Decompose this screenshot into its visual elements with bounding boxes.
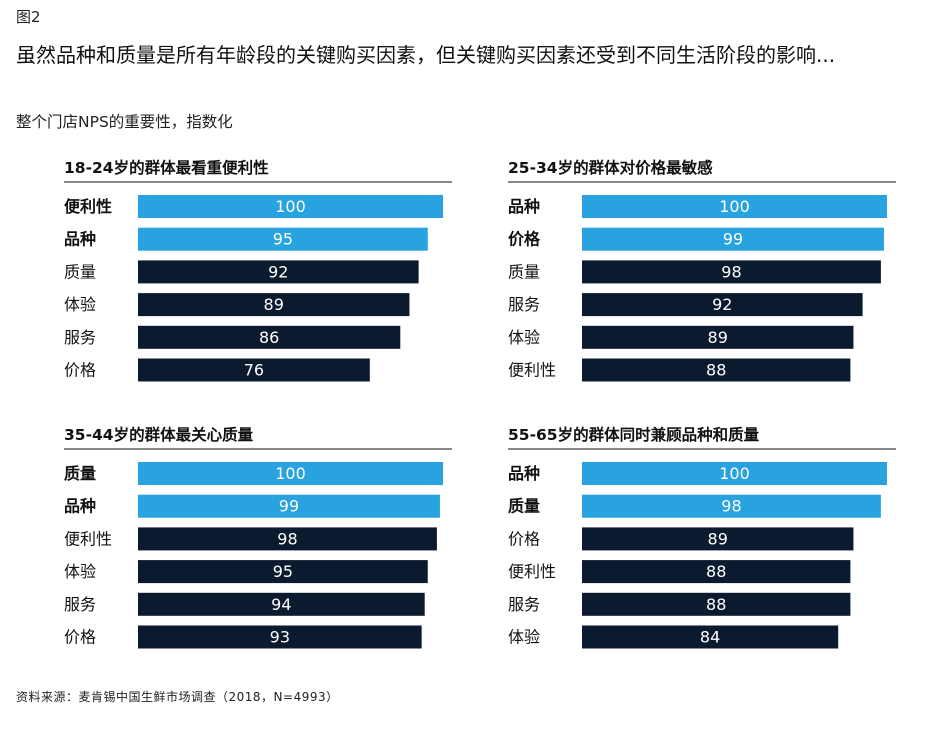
bar: [582, 625, 839, 649]
panel-title: 18-24岁的群体最看重便利性: [64, 158, 269, 177]
bar: [138, 592, 425, 616]
category-label: 服务: [64, 328, 96, 347]
value-label: 99: [279, 497, 299, 516]
category-label: 质量: [64, 262, 96, 281]
bar: [138, 560, 428, 584]
category-label: 价格: [508, 529, 540, 548]
category-label: 质量: [64, 464, 96, 483]
value-label: 86: [259, 328, 279, 347]
value-label: 88: [706, 562, 726, 581]
bar: [582, 358, 851, 382]
panel-title: 55-65岁的群体同时兼顾品种和质量: [508, 425, 760, 444]
value-label: 89: [708, 529, 728, 548]
bar: [138, 325, 401, 349]
value-label: 99: [723, 230, 743, 249]
category-label: 品种: [508, 197, 540, 216]
value-label: 100: [275, 464, 306, 483]
category-label: 服务: [508, 295, 540, 314]
value-label: 98: [277, 529, 297, 548]
subtitle: 整个门店NPS的重要性，指数化: [16, 113, 233, 131]
panel-title: 25-34岁的群体对价格最敏感: [508, 158, 713, 177]
headline: 虽然品种和质量是所有年龄段的关键购买因素，但关键购买因素还受到不同生活阶段的影响…: [16, 43, 836, 67]
value-label: 88: [706, 361, 726, 380]
category-label: 服务: [64, 595, 96, 614]
category-label: 便利性: [508, 562, 556, 581]
bar: [138, 293, 410, 317]
figure-label: 图2: [16, 8, 41, 26]
bar: [582, 260, 881, 284]
bar: [582, 527, 854, 551]
category-label: 体验: [508, 628, 540, 647]
bar: [582, 227, 884, 251]
bar: [138, 195, 443, 218]
bar: [138, 494, 440, 518]
bar: [138, 260, 419, 284]
category-label: 品种: [508, 464, 540, 483]
category-label: 体验: [508, 328, 540, 347]
value-label: 95: [273, 562, 293, 581]
value-label: 89: [264, 295, 284, 314]
value-label: 95: [273, 230, 293, 249]
value-label: 88: [706, 595, 726, 614]
category-label: 便利性: [64, 197, 112, 216]
value-label: 94: [271, 595, 291, 614]
value-label: 100: [275, 197, 306, 216]
bar: [582, 560, 851, 584]
bar: [138, 527, 437, 551]
category-label: 价格: [64, 361, 96, 380]
category-label: 质量: [508, 262, 540, 281]
category-label: 体验: [64, 562, 96, 581]
value-label: 100: [719, 197, 750, 216]
value-label: 76: [244, 361, 264, 380]
bar: [582, 325, 854, 349]
category-label: 品种: [64, 497, 96, 516]
category-label: 质量: [508, 497, 540, 516]
value-label: 92: [268, 262, 288, 281]
value-label: 84: [700, 628, 720, 647]
value-label: 100: [719, 464, 750, 483]
category-label: 价格: [508, 230, 541, 249]
bar: [582, 494, 881, 518]
category-label: 便利性: [64, 529, 112, 548]
bar: [138, 625, 422, 649]
category-label: 服务: [508, 595, 540, 614]
category-label: 体验: [64, 295, 96, 314]
bar: [582, 293, 863, 317]
bar: [138, 358, 370, 382]
bar: [138, 227, 428, 251]
category-label: 品种: [64, 230, 96, 249]
value-label: 98: [721, 262, 741, 281]
bar: [582, 592, 851, 616]
value-label: 93: [270, 628, 290, 647]
value-label: 92: [712, 295, 732, 314]
category-label: 价格: [64, 628, 96, 647]
bar: [582, 462, 887, 485]
footnote: 资料来源：麦肯锡中国生鲜市场调查（2018，N=4993）: [16, 690, 339, 704]
panel-title: 35-44岁的群体最关心质量: [64, 425, 254, 444]
category-label: 便利性: [508, 361, 556, 380]
value-label: 98: [721, 497, 741, 516]
bar: [138, 462, 443, 485]
value-label: 89: [708, 328, 728, 347]
bar: [582, 195, 887, 218]
